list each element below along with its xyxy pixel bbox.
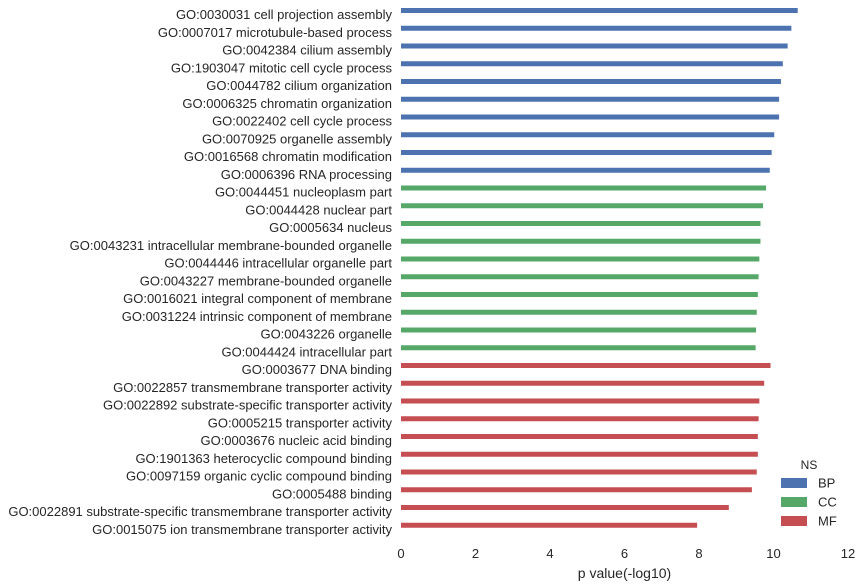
category-label: GO:0007017 microtubule-based process xyxy=(158,25,393,40)
bar xyxy=(401,398,760,404)
legend-label: CC xyxy=(818,495,837,510)
bar xyxy=(401,292,758,297)
category-label: GO:0044451 nucleoplasm part xyxy=(215,185,392,200)
bar xyxy=(401,487,752,493)
legend-label: BP xyxy=(818,476,835,491)
bar xyxy=(401,469,757,475)
bar xyxy=(401,96,780,102)
bar xyxy=(401,363,771,368)
x-tick-label: 10 xyxy=(766,546,780,561)
legend-swatch xyxy=(781,478,807,488)
bar xyxy=(401,167,770,173)
legend-label: MF xyxy=(818,514,837,529)
legend: NS BP CC MF xyxy=(781,458,837,529)
category-label: GO:0015075 ion transmembrane transporter… xyxy=(92,522,392,537)
category-label: GO:0003677 DNA binding xyxy=(242,362,392,377)
category-label: GO:0043226 organelle xyxy=(260,327,392,342)
category-label: GO:0016021 integral component of membran… xyxy=(123,291,392,306)
category-label: GO:0016568 chromatin modification xyxy=(184,149,392,164)
x-tick-label: 8 xyxy=(695,546,702,561)
category-label: GO:0097159 organic cyclic compound bindi… xyxy=(126,469,392,484)
bar xyxy=(401,203,764,209)
x-axis: p value(-log10) 0 2 4 6 8 10 12 xyxy=(397,546,855,581)
category-labels: GO:0030031 cell projection assembly GO:00… xyxy=(8,7,392,537)
bar xyxy=(401,522,698,528)
bar xyxy=(401,345,756,351)
legend-swatch xyxy=(781,497,807,507)
bar xyxy=(401,451,758,457)
bar xyxy=(401,327,756,333)
bar xyxy=(401,380,765,386)
category-label: GO:0022402 cell cycle process xyxy=(212,114,392,129)
bar xyxy=(401,79,781,84)
category-label: GO:0044424 intracellular part xyxy=(221,344,392,359)
bar xyxy=(401,416,759,422)
bar xyxy=(401,132,775,138)
x-tick-label: 0 xyxy=(397,546,404,561)
category-label: GO:0031224 intrinsic component of membra… xyxy=(122,309,392,324)
category-label: GO:0006396 RNA processing xyxy=(221,167,392,182)
category-label: GO:0022892 substrate-specific transporte… xyxy=(103,398,393,413)
category-label: GO:0003676 nucleic acid binding xyxy=(200,433,392,448)
legend-swatch xyxy=(781,516,807,526)
bar xyxy=(401,256,760,262)
category-label: GO:1903047 mitotic cell cycle process xyxy=(171,60,393,75)
category-label: GO:0042384 cilium assembly xyxy=(222,43,392,58)
bar xyxy=(401,274,759,280)
category-label: GO:0044782 cilium organization xyxy=(206,78,392,93)
legend-title: NS xyxy=(801,458,818,472)
category-label: GO:0005634 nucleus xyxy=(269,220,392,235)
category-label: GO:0030031 cell projection assembly xyxy=(176,7,393,22)
bars-layer xyxy=(401,8,798,528)
x-tick-label: 12 xyxy=(841,546,855,561)
category-label: GO:0022891 substrate-specific transmembr… xyxy=(8,504,392,519)
category-label: GO:0043231 intracellular membrane-bounde… xyxy=(70,238,392,253)
category-label: GO:0005488 binding xyxy=(272,486,392,501)
bar xyxy=(401,309,757,315)
category-label: GO:0070925 organelle assembly xyxy=(202,131,393,146)
category-label: GO:1901363 heterocyclic compound binding xyxy=(135,451,392,466)
category-label: GO:0043227 membrane-bounded organelle xyxy=(140,273,392,288)
category-label: GO:0005215 transporter activity xyxy=(208,415,393,430)
x-tick-label: 2 xyxy=(472,546,479,561)
category-label: GO:0022857 transmembrane transporter act… xyxy=(113,380,392,395)
bar xyxy=(401,505,729,510)
category-label: GO:0044446 intracellular organelle part xyxy=(164,256,392,271)
bar xyxy=(401,61,783,67)
x-tick-label: 6 xyxy=(621,546,628,561)
category-label: GO:0044428 nuclear part xyxy=(245,202,392,217)
bar xyxy=(401,25,792,31)
bar xyxy=(401,150,772,155)
bar xyxy=(401,238,761,244)
x-axis-title: p value(-log10) xyxy=(578,565,671,581)
bar xyxy=(401,8,798,13)
bar xyxy=(401,221,761,226)
bar xyxy=(401,434,758,439)
bar xyxy=(401,43,788,49)
category-label: GO:0006325 chromatin organization xyxy=(182,96,392,111)
bar xyxy=(401,114,780,120)
x-tick-label: 4 xyxy=(546,546,553,561)
bar xyxy=(401,185,767,191)
